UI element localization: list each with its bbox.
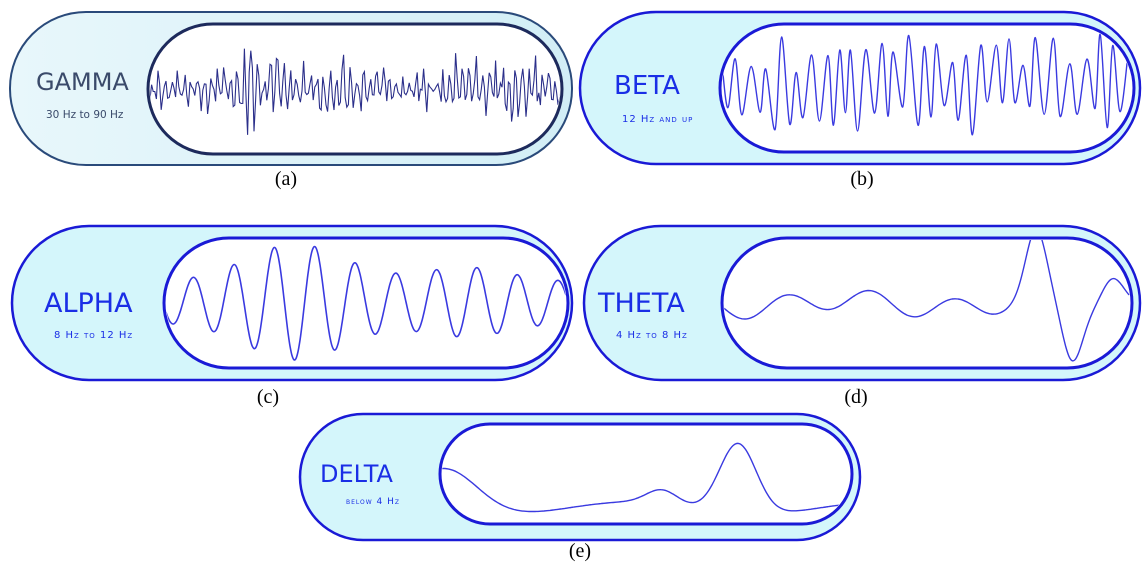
alpha-label: ALPHA xyxy=(44,288,133,319)
caption-a: (a) xyxy=(274,168,298,190)
caption-c: (c) xyxy=(256,386,280,408)
theta-range: 4 Hz to 8 Hz xyxy=(616,330,688,341)
theta-diagram: THETA 4 Hz to 8 Hz xyxy=(582,224,1142,382)
theta-waveform xyxy=(724,240,1130,362)
delta-diagram: DELTA below 4 Hz xyxy=(298,412,862,542)
delta-label: DELTA xyxy=(320,460,394,488)
gamma-waveform xyxy=(150,48,560,135)
delta-range: below 4 Hz xyxy=(346,497,400,507)
beta-waveform xyxy=(722,33,1129,136)
beta-window xyxy=(718,22,1136,154)
caption-b: (b) xyxy=(850,168,874,190)
beta-diagram: BETA 12 Hz and up xyxy=(578,10,1142,166)
alpha-waveform xyxy=(166,245,566,361)
panel-gamma: GAMMA 30 Hz to 90 Hz xyxy=(8,10,574,167)
gamma-diagram: GAMMA 30 Hz to 90 Hz xyxy=(9,11,573,166)
delta-waveform xyxy=(442,442,850,513)
panel-alpha: ALPHA 8 Hz to 12 Hz xyxy=(10,224,578,384)
panel-theta: THETA 4 Hz to 8 Hz xyxy=(582,224,1144,384)
caption-e: (e) xyxy=(568,540,592,562)
beta-label: BETA xyxy=(614,71,680,101)
gamma-label: GAMMA xyxy=(36,68,129,96)
caption-d: (d) xyxy=(844,386,868,408)
panel-delta: DELTA below 4 Hz xyxy=(298,412,864,544)
theta-label: THETA xyxy=(597,288,685,319)
gamma-range: 30 Hz to 90 Hz xyxy=(46,109,124,121)
beta-range: 12 Hz and up xyxy=(622,114,693,125)
alpha-range: 8 Hz to 12 Hz xyxy=(54,330,133,341)
alpha-diagram: ALPHA 8 Hz to 12 Hz xyxy=(10,224,574,382)
panel-beta: BETA 12 Hz and up xyxy=(578,10,1144,167)
delta-window xyxy=(438,422,854,526)
theta-window xyxy=(720,236,1134,370)
